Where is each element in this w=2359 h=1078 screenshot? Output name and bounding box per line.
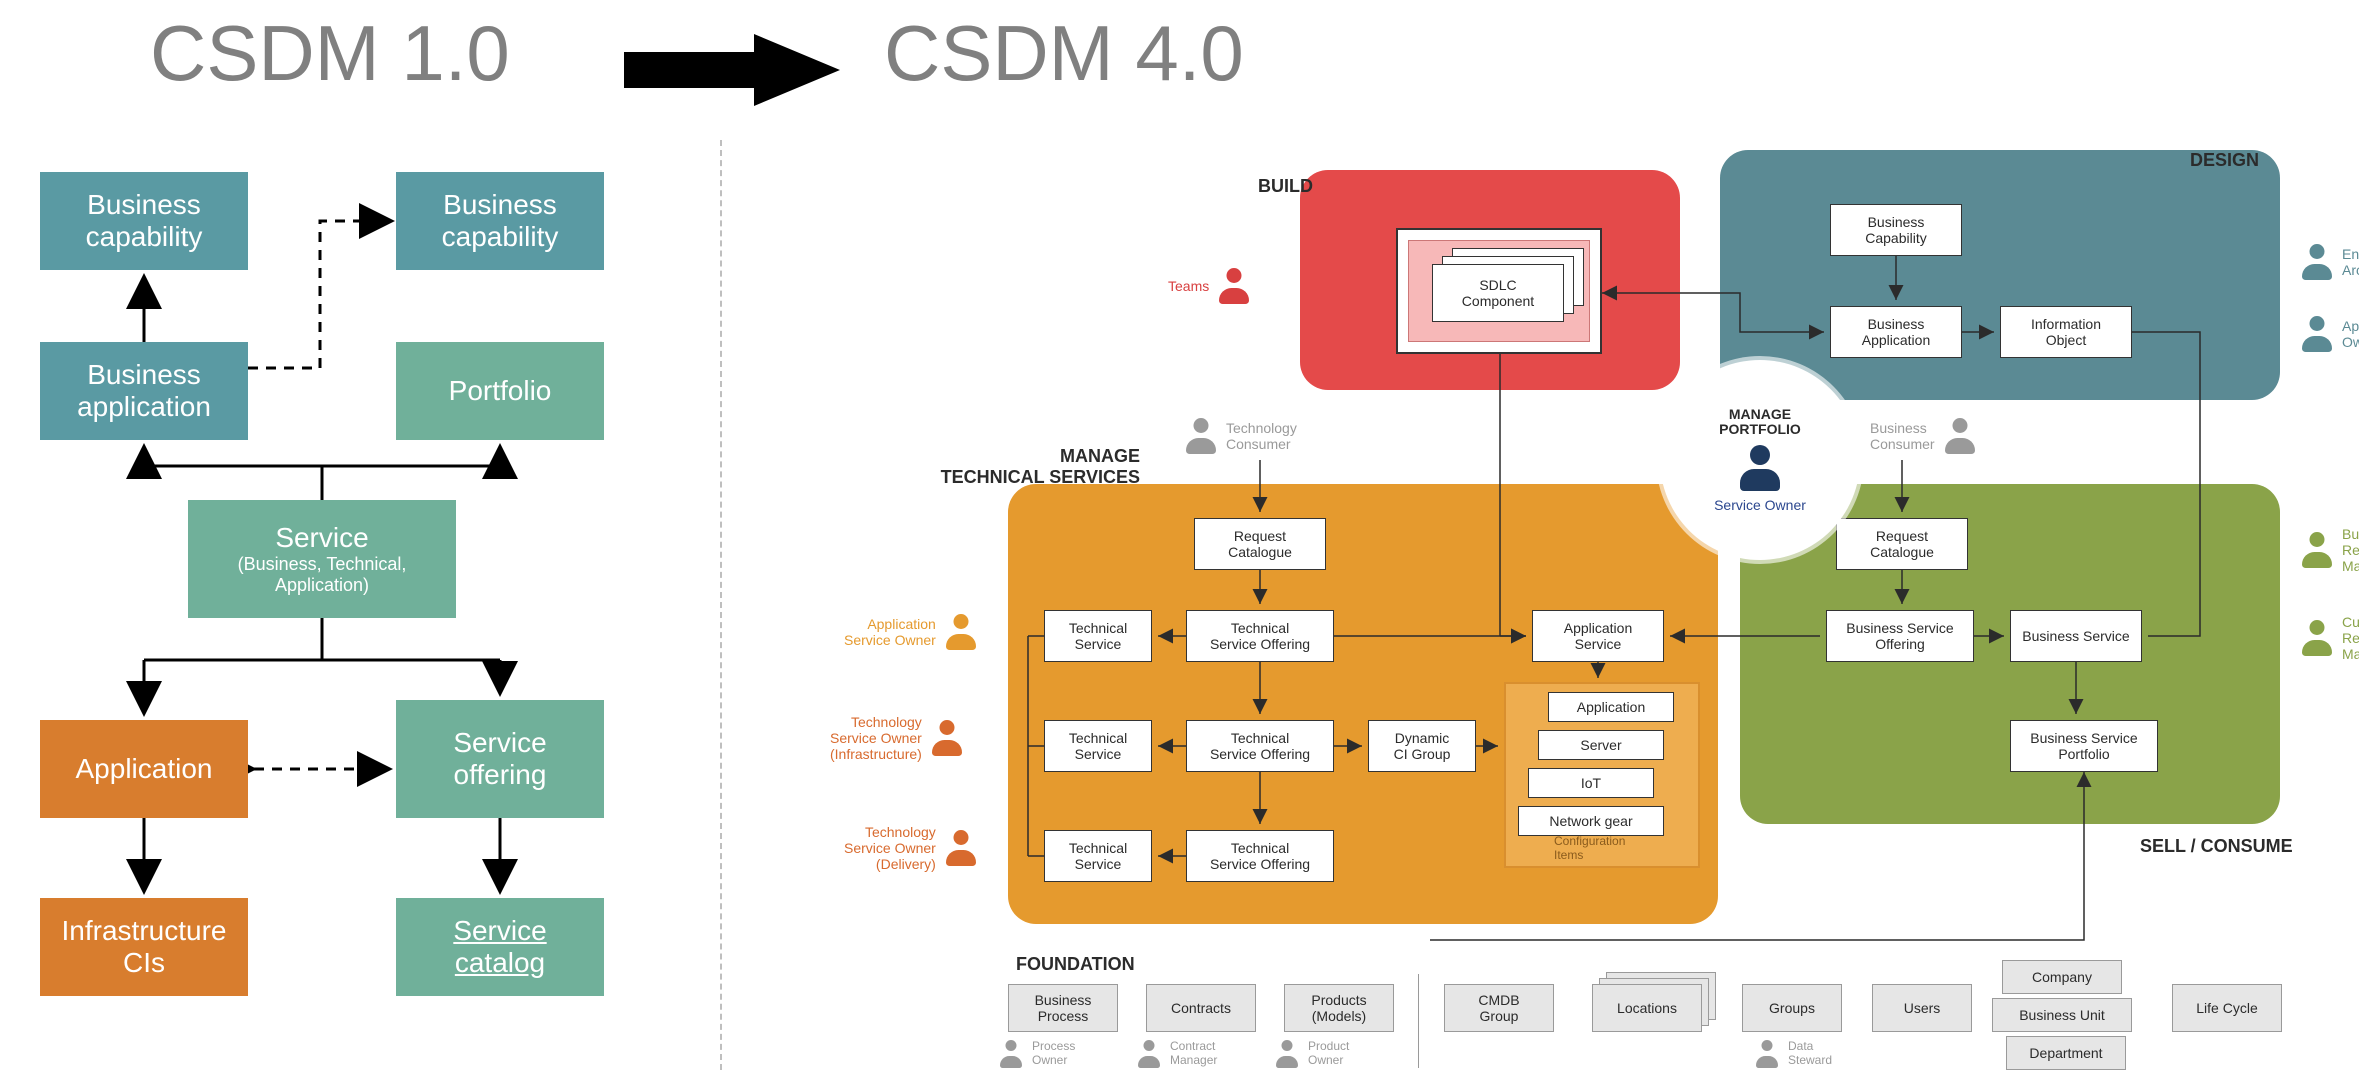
persona-label: Product Owner xyxy=(1308,1040,1349,1068)
fbox-locations: Locations xyxy=(1592,984,1702,1032)
service-owner-icon xyxy=(1740,445,1780,491)
box1-biz_app: Business application xyxy=(40,342,248,440)
vertical-divider xyxy=(720,140,722,1070)
box-tech-svc-3: Technical Service xyxy=(1044,830,1152,882)
persona-label: Application Owner xyxy=(2342,318,2359,350)
box-tso-3: Technical Service Offering xyxy=(1186,830,1334,882)
box-ci-iot: IoT xyxy=(1528,768,1654,798)
persona-label: Application Service Owner xyxy=(844,616,936,648)
person-icon xyxy=(1276,1040,1298,1068)
label-foundation: FOUNDATION xyxy=(1016,954,1135,975)
persona-label: Process Owner xyxy=(1032,1040,1075,1068)
persona-app_owner: Application Owner xyxy=(2302,316,2359,352)
box-ci-app: Application xyxy=(1548,692,1674,722)
fbox-life_cycle: Life Cycle xyxy=(2172,984,2282,1032)
ci-container-label: Configuration Items xyxy=(1554,834,1650,862)
persona-label: Technology Consumer xyxy=(1226,420,1297,452)
persona-tech_cons: Technology Consumer xyxy=(1186,418,1297,454)
box-ci-server: Server xyxy=(1538,730,1664,760)
fbox-biz_proc: Business Process xyxy=(1008,984,1118,1032)
fbox-products: Products (Models) xyxy=(1284,984,1394,1032)
person-icon xyxy=(1219,268,1249,304)
person-icon xyxy=(1000,1040,1022,1068)
fbox-cmdb_grp: CMDB Group xyxy=(1444,984,1554,1032)
persona-tso_infra: Technology Service Owner (Infrastructure… xyxy=(830,714,962,762)
box-dyn-ci: Dynamic CI Group xyxy=(1368,720,1476,772)
person-icon xyxy=(2302,620,2332,656)
portfolio-title: MANAGE PORTFOLIO xyxy=(1719,407,1801,438)
box1-service: Service(Business, Technical, Application… xyxy=(188,500,456,618)
box-app-svc: Application Service xyxy=(1532,610,1664,662)
box-biz-svc: Business Service xyxy=(2010,610,2142,662)
box1-portfolio: Portfolio xyxy=(396,342,604,440)
person-icon xyxy=(946,614,976,650)
person-icon xyxy=(1756,1040,1778,1068)
person-icon xyxy=(2302,532,2332,568)
box-tso-1: Technical Service Offering xyxy=(1186,610,1334,662)
label-sell: SELL / CONSUME xyxy=(2140,836,2293,857)
box-req-cat-r: Request Catalogue xyxy=(1836,518,1968,570)
persona-label: Customer Relationship Manager xyxy=(2342,614,2359,662)
box-bsp: Business Service Portfolio xyxy=(2010,720,2158,772)
big-arrow-icon xyxy=(624,30,844,110)
box-ci-net: Network gear xyxy=(1518,806,1664,836)
foundation-divider xyxy=(1418,974,1419,1068)
person-icon xyxy=(1945,418,1975,454)
person-icon xyxy=(1186,418,1216,454)
box1-biz_cap_r: Business capability xyxy=(396,172,604,270)
persona-brm: Business Relationship Manager xyxy=(2302,526,2359,574)
fbox-company: Company xyxy=(2002,960,2122,994)
portfolio-badge: MANAGE PORTFOLIO Service Owner xyxy=(1660,360,1860,560)
fbox-groups: Groups xyxy=(1742,984,1842,1032)
persona-label: Enterprise Architect xyxy=(2342,246,2359,278)
label-build: BUILD xyxy=(1258,176,1313,197)
box1-infra_cis: Infrastructure CIs xyxy=(40,898,248,996)
persona-contract_mgr: Contract Manager xyxy=(1138,1040,1217,1068)
person-icon xyxy=(2302,244,2332,280)
persona-tso_deliv: Technology Service Owner (Delivery) xyxy=(844,824,976,872)
persona-biz_cons: Business Consumer xyxy=(1870,418,1975,454)
persona-label: Business Consumer xyxy=(1870,420,1935,452)
person-icon xyxy=(932,720,962,756)
persona-proc_owner: Process Owner xyxy=(1000,1040,1075,1068)
box1-svc_offering: Service offering xyxy=(396,700,604,818)
persona-label: Data Steward xyxy=(1788,1040,1832,1068)
box-biz-app4: Business Application xyxy=(1830,306,1962,358)
persona-aso: Application Service Owner xyxy=(844,614,976,650)
box-tech-svc-1: Technical Service xyxy=(1044,610,1152,662)
label-mts: MANAGE TECHNICAL SERVICES xyxy=(860,446,1140,488)
box-info-obj: Information Object xyxy=(2000,306,2132,358)
person-icon xyxy=(1138,1040,1160,1068)
persona-label: Technology Service Owner (Delivery) xyxy=(844,824,936,872)
domain-design xyxy=(1720,150,2280,400)
box-tech-svc-2: Technical Service xyxy=(1044,720,1152,772)
person-icon xyxy=(946,830,976,866)
persona-ent_arch: Enterprise Architect xyxy=(2302,244,2359,280)
persona-teams: Teams xyxy=(1168,268,1249,304)
box-biz-cap: Business Capability xyxy=(1830,204,1962,256)
box1-svc_catalog: Service catalog xyxy=(396,898,604,996)
persona-label: Contract Manager xyxy=(1170,1040,1217,1068)
box-sdlc: SDLC Component xyxy=(1432,264,1564,322)
title-left: CSDM 1.0 xyxy=(150,8,510,99)
fbox-users: Users xyxy=(1872,984,1972,1032)
box-bso: Business Service Offering xyxy=(1826,610,1974,662)
persona-label: Teams xyxy=(1168,278,1209,294)
persona-label: Business Relationship Manager xyxy=(2342,526,2359,574)
fbox-biz_unit: Business Unit xyxy=(1992,998,2132,1032)
persona-label: Technology Service Owner (Infrastructure… xyxy=(830,714,922,762)
person-icon xyxy=(2302,316,2332,352)
box-req-cat-l: Request Catalogue xyxy=(1194,518,1326,570)
service-owner-label: Service Owner xyxy=(1714,497,1806,513)
label-design: DESIGN xyxy=(2190,150,2259,171)
fbox-dept: Department xyxy=(2006,1036,2126,1070)
persona-prod_owner: Product Owner xyxy=(1276,1040,1349,1068)
box1-application: Application xyxy=(40,720,248,818)
box1-biz_cap_l: Business capability xyxy=(40,172,248,270)
persona-data_stew: Data Steward xyxy=(1756,1040,1832,1068)
persona-crm: Customer Relationship Manager xyxy=(2302,614,2359,662)
title-right: CSDM 4.0 xyxy=(884,8,1244,99)
box-tso-2: Technical Service Offering xyxy=(1186,720,1334,772)
fbox-contracts: Contracts xyxy=(1146,984,1256,1032)
